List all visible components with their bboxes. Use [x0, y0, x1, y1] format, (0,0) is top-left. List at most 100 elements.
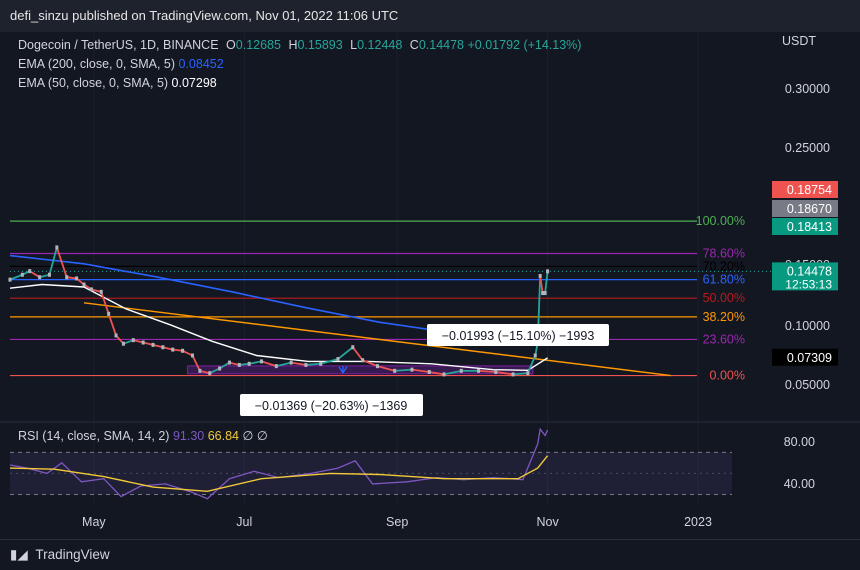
- price-point: [442, 372, 446, 377]
- ema200-row[interactable]: EMA (200, close, 0, SMA, 5) 0.08452: [18, 55, 581, 74]
- price-point: [538, 273, 542, 278]
- price-segment: [261, 360, 277, 367]
- price-tick-label: 0.05000: [785, 378, 830, 392]
- rsi-sma-value: 66.84: [207, 429, 239, 443]
- price-tick-label: 0.10000: [785, 319, 830, 333]
- price-point: [28, 269, 32, 274]
- price-segment: [152, 344, 164, 349]
- breakout-measure-label: −0.01993 (−15.10%) −1993: [442, 329, 595, 343]
- price-segment: [107, 313, 117, 336]
- price-point: [526, 371, 530, 376]
- price-point: [427, 370, 431, 375]
- time-tick-label: Sep: [386, 515, 408, 529]
- price-segment: [219, 361, 230, 370]
- price-point: [121, 341, 125, 346]
- price-point: [494, 370, 498, 375]
- price-point: [89, 287, 93, 292]
- ema50-row[interactable]: EMA (50, close, 0, SMA, 5) 0.07298: [18, 74, 581, 93]
- price-segment: [56, 247, 68, 278]
- change-value: +0.01792 (+14.13%): [467, 38, 582, 52]
- footer: ▮◢ TradingView: [0, 539, 860, 569]
- symbol-row: Dogecoin / TetherUS, 1D, BINANCE O0.1268…: [18, 36, 581, 55]
- price-axis-badge-label: 0.18413: [787, 220, 832, 234]
- fib-level-label: 70.20%: [703, 259, 745, 273]
- rsi-sma-line: [9, 455, 549, 493]
- time-tick-label: May: [82, 515, 106, 529]
- price-point: [190, 353, 194, 358]
- price-point: [541, 291, 545, 296]
- price-point: [375, 364, 379, 369]
- price-point: [65, 275, 69, 280]
- brand-name[interactable]: TradingView: [35, 547, 110, 562]
- rsi-value: 91.30: [172, 429, 205, 443]
- price-point: [319, 361, 323, 366]
- fib-level-label: 50.00%: [703, 291, 745, 305]
- price-axis-badge-label: 0.18670: [787, 202, 832, 216]
- price-segment: [443, 369, 462, 376]
- price-axis-badge-label: 0.14478: [787, 264, 832, 278]
- price-segment: [66, 276, 77, 280]
- price-segment: [495, 371, 514, 376]
- price-point: [218, 366, 222, 371]
- price-segment: [305, 362, 321, 366]
- price-segment: [276, 361, 292, 367]
- price-segment: [48, 247, 58, 275]
- price-segment: [9, 273, 23, 281]
- high-label: H: [288, 38, 298, 52]
- rsi-legend[interactable]: RSI (14, close, SMA, 14, 2) 91.30 66.84 …: [18, 428, 268, 443]
- currency-label: USDT: [782, 34, 817, 48]
- price-point: [274, 364, 278, 369]
- price-segment: [162, 346, 173, 351]
- price-point: [107, 311, 111, 316]
- price-segment: [239, 362, 250, 366]
- price-segment: [182, 349, 193, 357]
- descending-trendline: [83, 302, 671, 377]
- price-point: [114, 333, 118, 338]
- price-point: [533, 353, 537, 358]
- price-segment: [191, 355, 201, 372]
- ema50-value: 0.07298: [171, 76, 217, 90]
- price-segment: [29, 270, 41, 278]
- price-point: [20, 272, 24, 277]
- price-segment: [527, 355, 537, 374]
- price-axis-badge: [772, 348, 838, 366]
- price-point: [55, 245, 59, 250]
- price-segment: [199, 369, 210, 375]
- close-value: 0.14478: [418, 38, 464, 52]
- price-point: [75, 276, 79, 281]
- rsi-empty-icons: ∅ ∅: [242, 429, 268, 443]
- price-chart[interactable]: 100.00% 78.60%70.20%61.80% 50.00% 38.20% 23.…: [0, 0, 860, 540]
- time-tick-label: 2023: [684, 515, 712, 529]
- low-value: 0.12448: [357, 38, 403, 52]
- price-segment: [39, 273, 50, 279]
- price-point: [171, 347, 175, 352]
- rsi-tick-label: 80.00: [784, 435, 815, 449]
- price-segment: [172, 348, 183, 352]
- price-segment: [290, 361, 307, 366]
- price-point: [304, 362, 308, 367]
- price-axis-badge: [772, 218, 838, 235]
- price-axis-badge: [772, 262, 838, 291]
- price-segment: [377, 365, 395, 372]
- price-point: [82, 282, 86, 287]
- price-point: [459, 368, 463, 373]
- countdown-label: 12:53:13: [785, 277, 832, 291]
- price-point: [289, 360, 293, 365]
- tradingview-logo-icon[interactable]: ▮◢: [10, 547, 28, 562]
- fib-level-label: 23.60%: [703, 332, 745, 346]
- price-segment: [544, 271, 549, 294]
- low-label: L: [350, 38, 358, 52]
- price-point: [99, 289, 103, 294]
- symbol-name: Dogecoin / TetherUS, 1D, BINANCE: [18, 38, 219, 52]
- price-point: [198, 368, 202, 373]
- price-point: [151, 342, 155, 347]
- publish-text: defi_sinzu published on TradingView.com,…: [10, 8, 399, 23]
- price-point: [546, 269, 550, 274]
- chart-legend: Dogecoin / TetherUS, 1D, BINANCE O0.1268…: [18, 36, 581, 93]
- price-point: [8, 277, 12, 282]
- price-point: [141, 340, 145, 345]
- price-tick-label: 0.25000: [785, 141, 830, 155]
- high-value: 0.15893: [297, 38, 343, 52]
- price-point: [237, 362, 241, 367]
- price-point: [227, 360, 231, 365]
